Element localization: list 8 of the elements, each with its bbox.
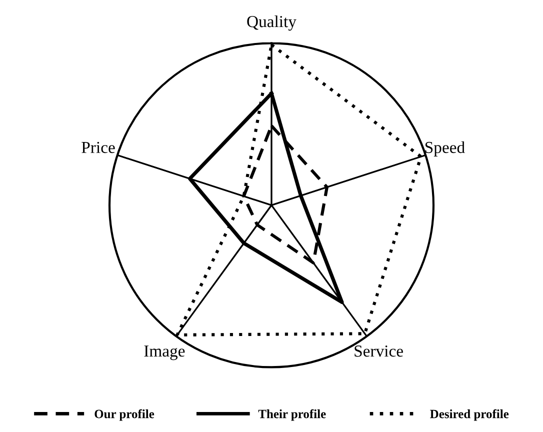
spoke-label: Quality (247, 15, 296, 31)
spoke-label: Image (144, 346, 185, 360)
spoke-label: Speed (425, 141, 465, 156)
legend-label: Our profile (94, 409, 154, 421)
legend-label: Their profile (258, 409, 326, 421)
spoke-label: Service (354, 346, 403, 357)
spoke-label: Price (82, 142, 115, 154)
legend-label: Desired profile (430, 409, 509, 421)
